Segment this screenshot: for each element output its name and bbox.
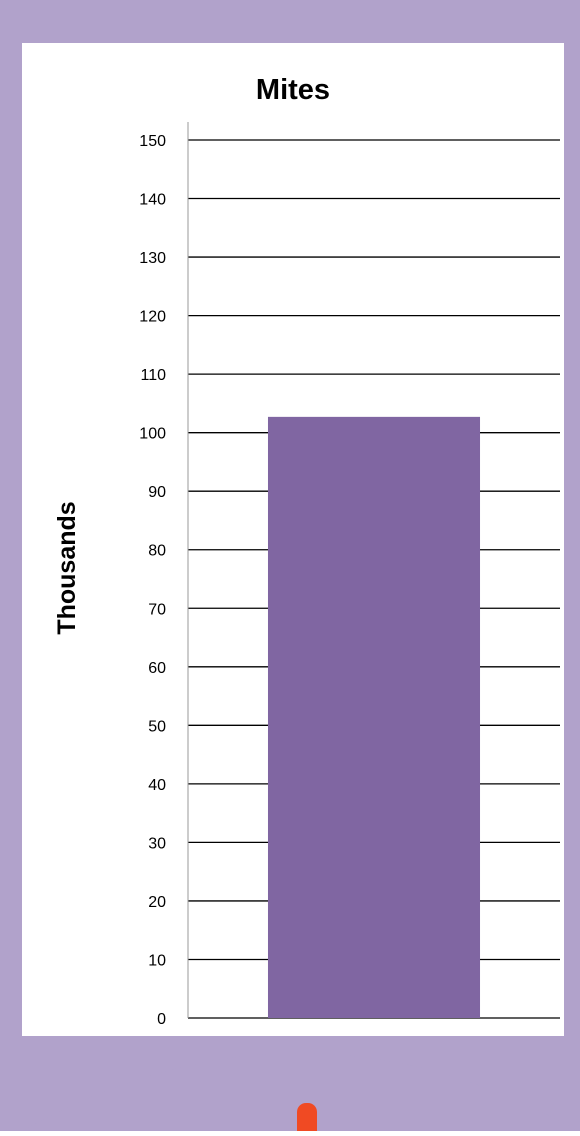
- y-tick-label: 140: [139, 192, 166, 209]
- chart-title: Mites: [256, 74, 330, 106]
- y-tick-label: 130: [139, 250, 166, 267]
- y-tick-label: 100: [139, 426, 166, 443]
- y-tick-label: 40: [148, 777, 166, 794]
- y-tick-label: 50: [148, 718, 166, 735]
- y-tick-label: 90: [148, 484, 166, 501]
- y-axis-ticks: 0 10 20 30 40 50 60 70 80 90 100 110 120 130 140 150: [139, 133, 166, 1028]
- thermometer-indicator: [297, 1103, 317, 1136]
- y-tick-label: 150: [139, 133, 166, 150]
- y-axis-label: Thousands: [53, 501, 81, 634]
- y-tick-label: 30: [148, 835, 166, 852]
- bars: [267, 416, 481, 1018]
- thermometer-bulb: [22, 1053, 578, 1131]
- y-tick-label: 70: [148, 601, 166, 618]
- y-tick-label: 20: [148, 894, 166, 911]
- y-tick-label: 110: [140, 367, 166, 384]
- y-tick-label: 0: [157, 1011, 166, 1028]
- y-tick-label: 10: [148, 952, 166, 969]
- y-tick-label: 60: [148, 660, 166, 677]
- y-tick-label: 80: [148, 543, 166, 560]
- y-tick-label: 120: [139, 309, 166, 326]
- bar: [267, 416, 481, 1018]
